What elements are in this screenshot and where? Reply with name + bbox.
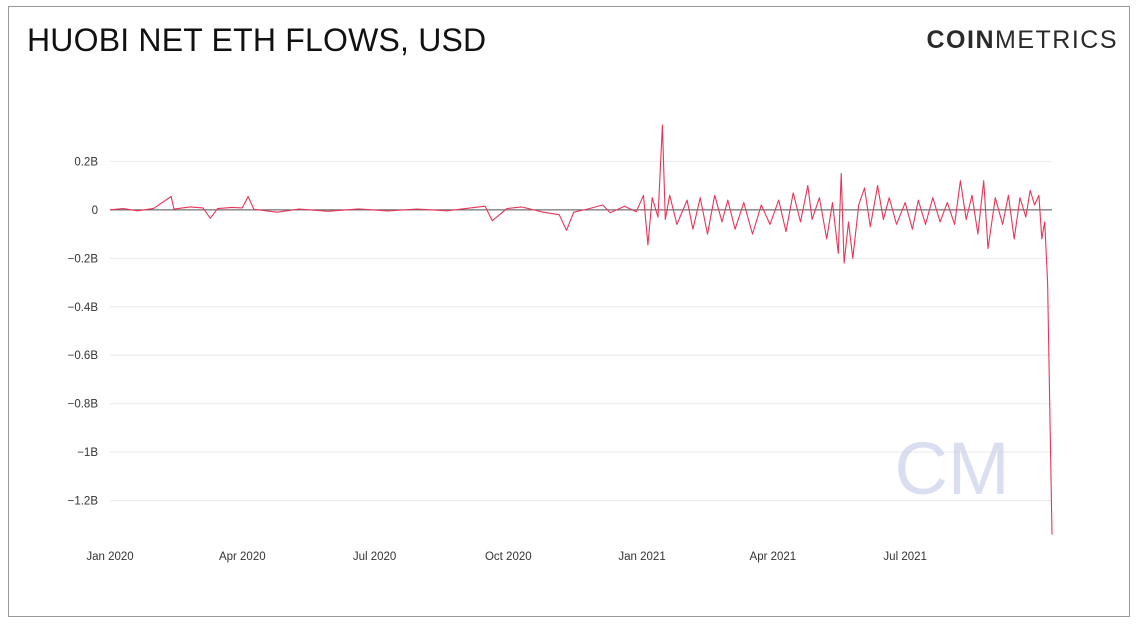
x-tick-label: Jul 2021 xyxy=(883,551,926,563)
series-line-huobi-net-flows xyxy=(109,124,1053,535)
y-axis-ticks: 0.2B 0 −0.2B −0.4B −0.6B −0.8B −1B −1.2B xyxy=(68,156,99,507)
y-tick-label: −1B xyxy=(77,447,98,459)
y-tick-label: −1.2B xyxy=(68,496,99,508)
x-tick-label: Oct 2020 xyxy=(485,551,532,563)
chart-title: HUOBI NET ETH FLOWS, USD xyxy=(27,22,487,58)
x-tick-label: Jan 2021 xyxy=(618,551,665,563)
watermark-text: CM xyxy=(894,427,1009,510)
chart-frame xyxy=(8,6,1130,617)
y-tick-label: −0.2B xyxy=(68,253,99,265)
x-tick-label: Jul 2020 xyxy=(353,551,396,563)
x-tick-label: Apr 2020 xyxy=(219,551,266,563)
logo-text-bold: COIN xyxy=(926,26,995,54)
y-tick-label: 0 xyxy=(92,205,98,217)
y-tick-label: 0.2B xyxy=(74,156,98,168)
y-tick-label: −0.6B xyxy=(68,350,99,362)
cm-watermark-icon: CM xyxy=(894,427,1009,510)
x-axis-ticks: Jan 2020 Apr 2020 Jul 2020 Oct 2020 Jan 2021… xyxy=(86,551,927,563)
x-tick-label: Jan 2020 xyxy=(86,551,133,563)
logo-text-light: METRICS xyxy=(995,26,1118,54)
y-tick-label: −0.8B xyxy=(68,399,99,411)
x-tick-label: Apr 2021 xyxy=(750,551,797,563)
y-tick-label: −0.4B xyxy=(68,302,99,314)
coinmetrics-logo: COINMETRICS xyxy=(927,26,1119,55)
